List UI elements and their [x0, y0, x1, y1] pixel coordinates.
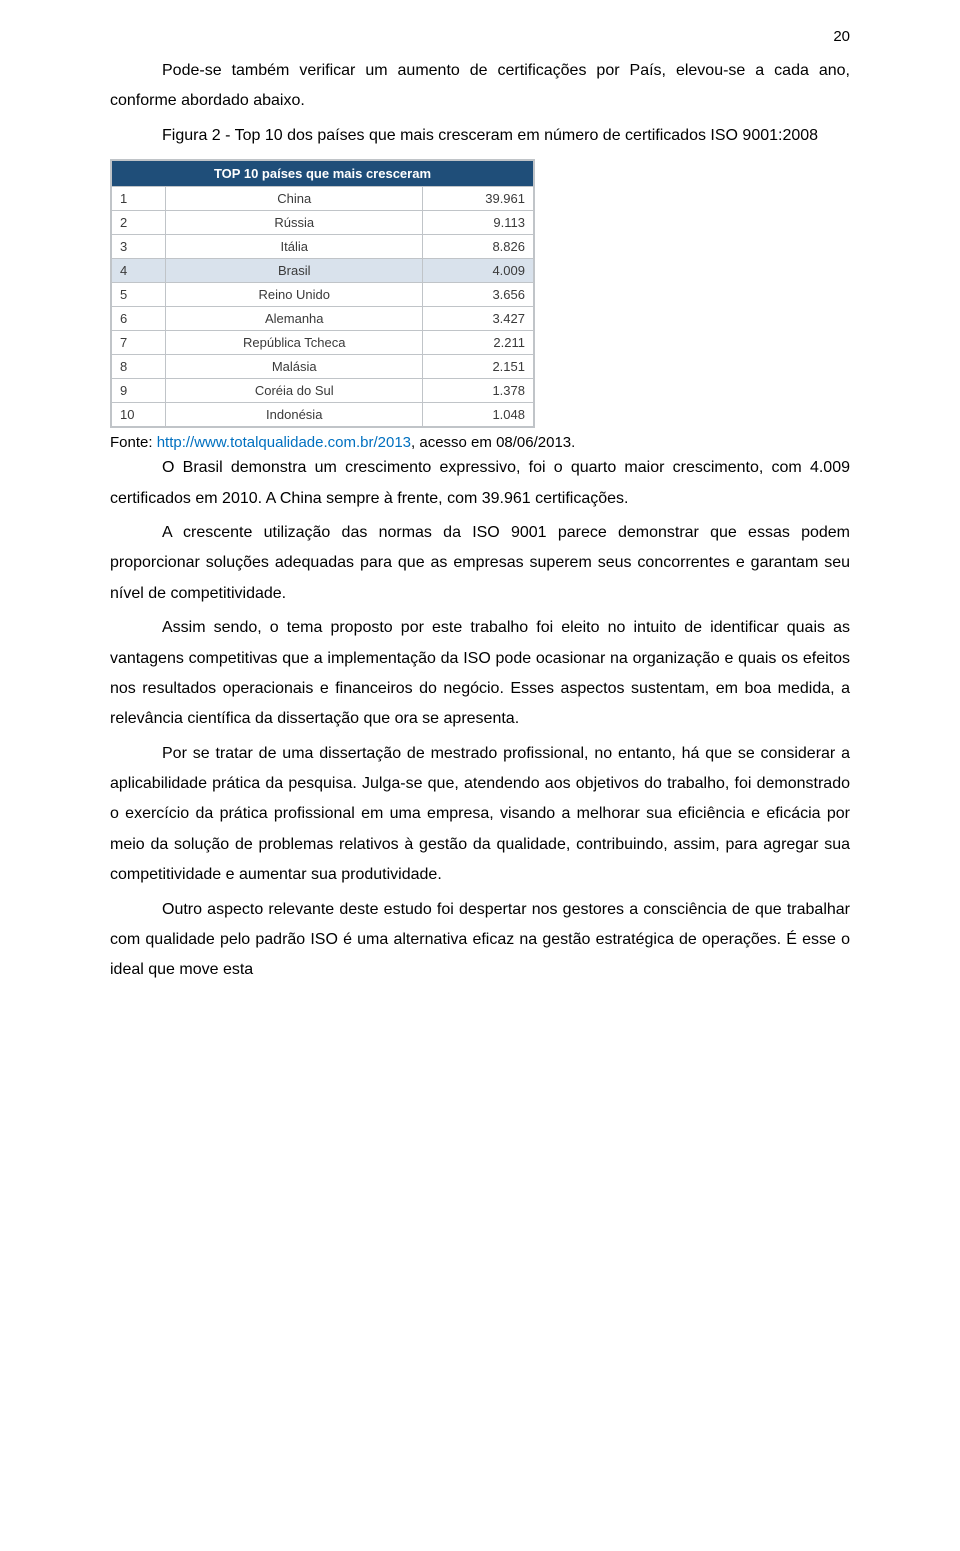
source-link: http://www.totalqualidade.com.br/2013 — [157, 434, 411, 451]
country-cell: Coréia do Sul — [166, 379, 423, 403]
rank-cell: 7 — [112, 331, 166, 355]
rank-cell: 9 — [112, 379, 166, 403]
table-row: 7República Tcheca2.211 — [112, 331, 534, 355]
value-cell: 1.048 — [423, 403, 534, 427]
rank-cell: 8 — [112, 355, 166, 379]
country-cell: China — [166, 187, 423, 211]
paragraph-iso-utilizacao: A crescente utilização das normas da ISO… — [110, 518, 850, 609]
table-row: 9Coréia do Sul1.378 — [112, 379, 534, 403]
document-page: 20 Pode-se também verificar um aumento d… — [0, 0, 960, 1551]
top10-table-wrapper: TOP 10 países que mais cresceram 1China3… — [110, 159, 535, 428]
page-number: 20 — [833, 28, 850, 45]
value-cell: 4.009 — [423, 259, 534, 283]
rank-cell: 5 — [112, 283, 166, 307]
country-cell: República Tcheca — [166, 331, 423, 355]
table-row: 10Indonésia1.048 — [112, 403, 534, 427]
value-cell: 1.378 — [423, 379, 534, 403]
paragraph-dissertacao: Por se tratar de uma dissertação de mest… — [110, 739, 850, 891]
country-cell: Brasil — [166, 259, 423, 283]
table-row: 5Reino Unido3.656 — [112, 283, 534, 307]
value-cell: 2.151 — [423, 355, 534, 379]
value-cell: 9.113 — [423, 211, 534, 235]
paragraph-brasil: O Brasil demonstra um crescimento expres… — [110, 453, 850, 514]
table-header: TOP 10 países que mais cresceram — [112, 161, 534, 187]
country-cell: Reino Unido — [166, 283, 423, 307]
paragraph-tema: Assim sendo, o tema proposto por este tr… — [110, 613, 850, 735]
table-row: 3Itália8.826 — [112, 235, 534, 259]
value-cell: 3.656 — [423, 283, 534, 307]
table-row: 6Alemanha3.427 — [112, 307, 534, 331]
country-cell: Rússia — [166, 211, 423, 235]
figure-source: Fonte: http://www.totalqualidade.com.br/… — [110, 434, 850, 451]
rank-cell: 6 — [112, 307, 166, 331]
rank-cell: 10 — [112, 403, 166, 427]
table-row: 1China39.961 — [112, 187, 534, 211]
country-cell: Indonésia — [166, 403, 423, 427]
source-rest: , acesso em 08/06/2013. — [411, 434, 575, 451]
value-cell: 2.211 — [423, 331, 534, 355]
country-cell: Itália — [166, 235, 423, 259]
paragraph-intro: Pode-se também verificar um aumento de c… — [110, 56, 850, 117]
top10-table: TOP 10 países que mais cresceram 1China3… — [111, 160, 534, 427]
rank-cell: 1 — [112, 187, 166, 211]
source-label: Fonte: — [110, 434, 157, 451]
paragraph-outro-aspecto: Outro aspecto relevante deste estudo foi… — [110, 895, 850, 986]
country-cell: Malásia — [166, 355, 423, 379]
table-row: 2Rússia9.113 — [112, 211, 534, 235]
rank-cell: 3 — [112, 235, 166, 259]
table-row: 4Brasil4.009 — [112, 259, 534, 283]
rank-cell: 4 — [112, 259, 166, 283]
table-row: 8Malásia2.151 — [112, 355, 534, 379]
value-cell: 39.961 — [423, 187, 534, 211]
value-cell: 3.427 — [423, 307, 534, 331]
value-cell: 8.826 — [423, 235, 534, 259]
rank-cell: 2 — [112, 211, 166, 235]
figure-caption: Figura 2 - Top 10 dos países que mais cr… — [110, 121, 850, 151]
country-cell: Alemanha — [166, 307, 423, 331]
